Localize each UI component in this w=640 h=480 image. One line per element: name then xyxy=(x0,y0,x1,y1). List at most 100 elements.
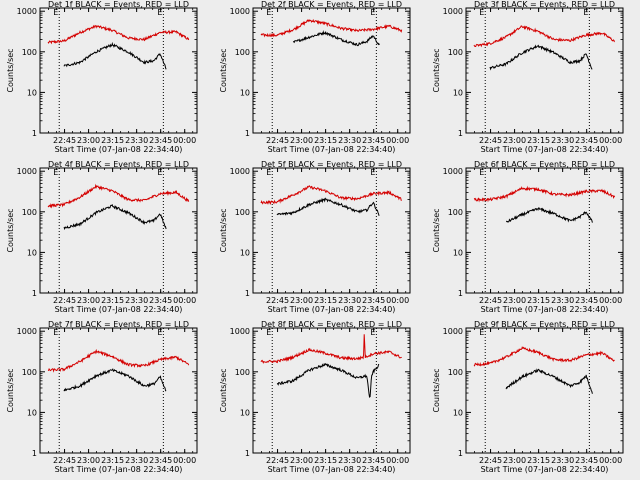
x-axis-label: Start Time (07-Jan-08 22:34:40) xyxy=(55,305,183,314)
series-line-lld xyxy=(473,346,615,367)
x-tick-label: 00:00 xyxy=(173,456,196,465)
flag-marker-label: E xyxy=(479,168,484,177)
flag-marker-label: E xyxy=(266,328,271,337)
x-tick-label: 23:30 xyxy=(551,136,574,145)
flag-marker-label: E xyxy=(53,168,58,177)
y-tick-label: 10 xyxy=(240,248,250,257)
y-axis-label: Counts/sec xyxy=(6,208,15,252)
x-tick-label: 22:45 xyxy=(53,136,76,145)
x-tick-label: 23:30 xyxy=(551,456,574,465)
x-tick-label: 22:45 xyxy=(53,296,76,305)
x-tick-label: 23:15 xyxy=(314,456,337,465)
x-tick-label: 23:15 xyxy=(314,296,337,305)
x-tick-label: 23:45 xyxy=(362,136,385,145)
x-tick-label: 00:00 xyxy=(599,136,622,145)
flag-marker-label: E xyxy=(266,168,271,177)
x-tick-label: 22:45 xyxy=(266,296,289,305)
x-tick-label: 23:45 xyxy=(149,296,172,305)
plot-title: Det 7f BLACK = Events, RED = LLD xyxy=(48,320,189,329)
x-tick-label: 23:15 xyxy=(314,136,337,145)
flag-marker-label: E xyxy=(583,168,588,177)
series-line-events xyxy=(489,44,593,71)
x-tick-label: 22:45 xyxy=(479,456,502,465)
series-line-events xyxy=(505,368,593,394)
series-line-events xyxy=(292,30,380,47)
x-tick-label: 22:45 xyxy=(479,136,502,145)
y-tick-label: 10 xyxy=(453,408,463,417)
flag-marker-label: E xyxy=(53,328,58,337)
x-tick-label: 23:00 xyxy=(290,136,313,145)
detector-plot-6: Det 6f BLACK = Events, RED = LLD Counts/s… xyxy=(432,160,624,314)
x-tick-label: 23:15 xyxy=(101,296,124,305)
x-tick-label: 00:00 xyxy=(173,136,196,145)
y-tick-label: 10 xyxy=(453,248,463,257)
series-line-events xyxy=(506,207,593,223)
y-tick-label: 1 xyxy=(245,449,250,458)
series-line-lld xyxy=(47,24,190,45)
x-tick-label: 22:45 xyxy=(266,136,289,145)
x-axis-label: Start Time (07-Jan-08 22:34:40) xyxy=(268,305,396,314)
plot-frame xyxy=(252,7,411,134)
detector-plot-8: Det 8f BLACK = Events, RED = LLD Counts/s… xyxy=(219,320,411,474)
flag-marker-label: E xyxy=(157,168,162,177)
y-axis-label: Counts/sec xyxy=(6,48,15,92)
x-tick-label: 23:30 xyxy=(551,296,574,305)
y-tick-label: 10 xyxy=(27,88,37,97)
y-tick-label: 1000 xyxy=(230,327,250,336)
y-axis-label: Counts/sec xyxy=(219,368,228,412)
flag-marker-label: E xyxy=(479,328,484,337)
flag-marker-label: E xyxy=(583,328,588,337)
x-tick-label: 23:45 xyxy=(362,296,385,305)
flag-marker-label: E xyxy=(370,328,375,337)
plot-title: Det 3f BLACK = Events, RED = LLD xyxy=(474,0,615,9)
y-tick-label: 1 xyxy=(245,289,250,298)
x-tick-label: 22:45 xyxy=(266,456,289,465)
x-tick-label: 23:45 xyxy=(575,136,598,145)
y-tick-label: 100 xyxy=(448,368,463,377)
x-tick-label: 23:45 xyxy=(575,456,598,465)
y-tick-label: 1000 xyxy=(443,167,463,176)
y-tick-label: 10 xyxy=(453,88,463,97)
plot-title: Det 6f BLACK = Events, RED = LLD xyxy=(474,160,615,169)
flag-marker-label: E xyxy=(370,168,375,177)
series-line-events xyxy=(276,197,380,216)
x-tick-label: 23:30 xyxy=(338,296,361,305)
flag-marker-label: E xyxy=(370,8,375,17)
y-axis-label: Counts/sec xyxy=(6,368,15,412)
y-tick-label: 1000 xyxy=(17,327,37,336)
x-axis-label: Start Time (07-Jan-08 22:34:40) xyxy=(268,145,396,154)
y-tick-label: 1 xyxy=(458,289,463,298)
x-tick-label: 23:00 xyxy=(77,136,100,145)
x-axis-label: Start Time (07-Jan-08 22:34:40) xyxy=(481,305,609,314)
series-line-events xyxy=(63,203,167,231)
plot-frame xyxy=(465,167,624,294)
plot-title: Det 2f BLACK = Events, RED = LLD xyxy=(261,0,402,9)
plot-title: Det 1f BLACK = Events, RED = LLD xyxy=(48,0,189,9)
x-tick-label: 23:45 xyxy=(149,456,172,465)
y-tick-label: 100 xyxy=(448,208,463,217)
y-tick-label: 1 xyxy=(458,129,463,138)
x-tick-label: 23:15 xyxy=(101,136,124,145)
plot-frame xyxy=(252,327,411,454)
y-tick-label: 100 xyxy=(448,48,463,57)
detector-plot-4: Det 4f BLACK = Events, RED = LLD Counts/s… xyxy=(6,160,198,314)
series-line-lld xyxy=(473,185,616,203)
y-tick-label: 1000 xyxy=(230,7,250,16)
flag-marker-label: E xyxy=(479,8,484,17)
flag-marker-label: E xyxy=(157,8,162,17)
y-tick-label: 1 xyxy=(32,129,37,138)
x-tick-label: 23:15 xyxy=(527,456,550,465)
y-tick-label: 100 xyxy=(235,208,250,217)
series-line-lld xyxy=(260,18,403,38)
x-axis-label: Start Time (07-Jan-08 22:34:40) xyxy=(481,145,609,154)
plot-frame xyxy=(252,167,411,294)
x-tick-label: 00:00 xyxy=(386,456,409,465)
detector-plot-3: Det 3f BLACK = Events, RED = LLD Counts/s… xyxy=(432,0,624,154)
x-tick-label: 23:30 xyxy=(125,296,148,305)
y-tick-label: 10 xyxy=(240,88,250,97)
x-tick-label: 23:15 xyxy=(101,456,124,465)
x-tick-label: 00:00 xyxy=(173,296,196,305)
flag-marker-label: E xyxy=(266,8,271,17)
y-tick-label: 1 xyxy=(245,129,250,138)
